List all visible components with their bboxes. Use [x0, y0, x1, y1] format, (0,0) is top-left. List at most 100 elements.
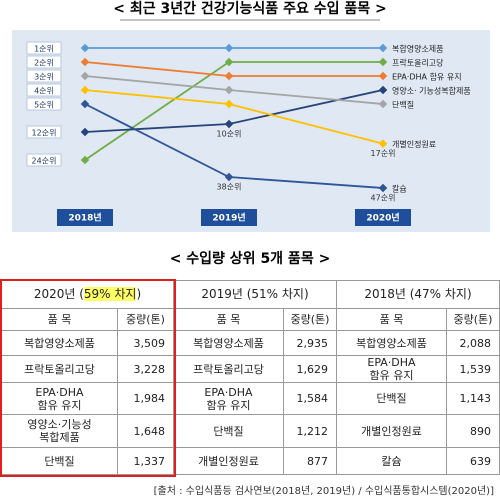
series-marker — [80, 43, 90, 53]
series-marker — [224, 43, 234, 53]
legend-label: 복합영양소제품 — [392, 44, 444, 54]
y-tick-box — [26, 125, 62, 139]
item-cell: 칼슘 — [336, 447, 447, 475]
weight-cell: 3,509 — [117, 330, 174, 356]
series-marker — [80, 127, 90, 137]
source: [출처 : 수입식품등 검사연보(2018년, 2019년) / 수입식품통합시… — [153, 486, 494, 497]
value-label: 47순위 — [371, 194, 396, 203]
group-header: 2019년 (51% 차지) — [173, 280, 337, 309]
share: 47% 차지 — [414, 287, 467, 301]
weight-cell: 1,212 — [283, 414, 337, 448]
series-marker — [80, 155, 90, 165]
group-header: 2018년 (47% 차지) — [336, 280, 500, 309]
weight-cell: 877 — [283, 447, 337, 475]
y-tick-box — [26, 97, 62, 111]
value-label: 10순위 — [217, 130, 242, 139]
year: 2020년 ( — [33, 287, 84, 301]
paren: ) — [466, 287, 472, 301]
weight-cell: 1,584 — [283, 382, 337, 415]
series-marker — [378, 139, 388, 148]
item-cell: 개별인정원료 — [336, 414, 447, 448]
y-tick-label: 2순위 — [34, 59, 54, 68]
item-cell: EPA·DHA 함유 유지 — [173, 382, 284, 415]
share: 59% 차지 — [83, 287, 137, 301]
item-cell: 단백질 — [173, 414, 284, 448]
series-marker — [80, 99, 90, 109]
y-tick-label: 24순위 — [32, 157, 57, 166]
y-tick-box — [26, 55, 62, 69]
x-category-box — [201, 209, 257, 226]
series-marker — [378, 71, 388, 81]
weight-cell: 639 — [446, 447, 500, 475]
y-tick-label: 3순위 — [34, 73, 54, 82]
item-cell: 영양소·기능성 복합제품 — [1, 414, 118, 448]
y-tick-box — [26, 41, 62, 55]
table-row: 영양소·기능성 복합제품 1,648 단백질 1,212 개별인정원료 890 — [1, 414, 500, 448]
highlight-border — [0, 279, 176, 477]
paren: ) — [136, 287, 142, 301]
weight-cell: 2,088 — [446, 330, 500, 356]
table-title: < 수입량 상위 5개 품목 > — [169, 251, 331, 267]
y-tick-box — [26, 153, 62, 167]
series-marker — [224, 172, 234, 182]
series-marker — [80, 57, 90, 67]
y-tick-label: 12순위 — [32, 129, 57, 138]
value-label: 38순위 — [217, 183, 242, 192]
legend-label: 칼슘 — [392, 185, 407, 194]
legend-label: 프락토올리고당 — [392, 58, 444, 68]
weight-cell: 3,228 — [117, 355, 174, 383]
series-marker — [378, 85, 388, 95]
weight-cell: 890 — [446, 414, 500, 448]
y-tick-label: 1순위 — [34, 45, 54, 54]
weight-cell: 1,539 — [446, 355, 500, 383]
column-header: 중량(톤) — [446, 308, 500, 331]
series-marker — [378, 99, 388, 109]
legend-label: EPA·DHA 함유 유지 — [392, 73, 462, 82]
table-row: 단백질 1,337 개별인정원료 877 칼슘 639 — [1, 447, 500, 475]
series-marker — [224, 85, 234, 95]
legend-label: 영양소· 기능성복합제품 — [392, 86, 471, 96]
weight-cell: 1,629 — [283, 355, 337, 383]
y-tick-label: 5순위 — [34, 101, 54, 110]
series-marker — [224, 119, 234, 129]
column-header: 품 목 — [173, 308, 284, 331]
x-tick-label: 2019년 — [212, 212, 245, 224]
weight-cell: 1,648 — [117, 414, 174, 448]
series-marker — [378, 43, 388, 53]
y-tick-box — [26, 69, 62, 83]
column-header-row: 품 목 중량(톤) 품 목 중량(톤) 품 목 중량(톤) — [1, 308, 500, 331]
chart: < 최근 3년간 건강기능식품 주요 수입 품목 > 1순위 2순위 3순위 4순위 5… — [12, 0, 490, 232]
table-row: 복합영양소제품 3,509 복합영양소제품 2,935 복합영양소제품 2,088 — [1, 330, 500, 356]
y-tick-label: 4순위 — [34, 87, 54, 96]
series-marker — [80, 85, 90, 95]
x-tick-label: 2018년 — [68, 212, 101, 224]
x-tick-label: 2020년 — [366, 212, 399, 224]
group-header: 2020년 (59% 차지) — [1, 280, 174, 309]
x-category-box — [57, 209, 113, 226]
column-header: 품 목 — [336, 308, 447, 331]
series-marker — [378, 57, 388, 67]
series-marker — [224, 71, 234, 81]
item-cell: EPA·DHA 함유 유지 — [336, 355, 447, 383]
paren: ) — [303, 287, 309, 301]
legend-label: 개별인정원료 — [392, 139, 436, 149]
item-cell: 개별인정원료 — [173, 447, 284, 475]
year: 2019년 ( — [201, 287, 252, 301]
legend-label: 단백질 — [392, 100, 414, 110]
y-tick-box — [26, 83, 62, 97]
value-label: 17순위 — [371, 149, 396, 158]
x-category-box — [355, 209, 411, 226]
weight-cell: 1,143 — [446, 382, 500, 415]
share: 51% 차지 — [251, 287, 304, 301]
weight-cell: 2,935 — [283, 330, 337, 356]
item-cell: 복합영양소제품 — [173, 330, 284, 356]
series-marker — [378, 183, 388, 193]
series-marker — [224, 99, 234, 109]
item-cell: 프락토올리고당 — [173, 355, 284, 383]
series-marker — [80, 71, 90, 81]
series-marker — [224, 57, 234, 67]
year: 2018년 ( — [364, 287, 415, 301]
column-header: 중량(톤) — [283, 308, 337, 331]
item-cell: 단백질 — [336, 382, 447, 415]
